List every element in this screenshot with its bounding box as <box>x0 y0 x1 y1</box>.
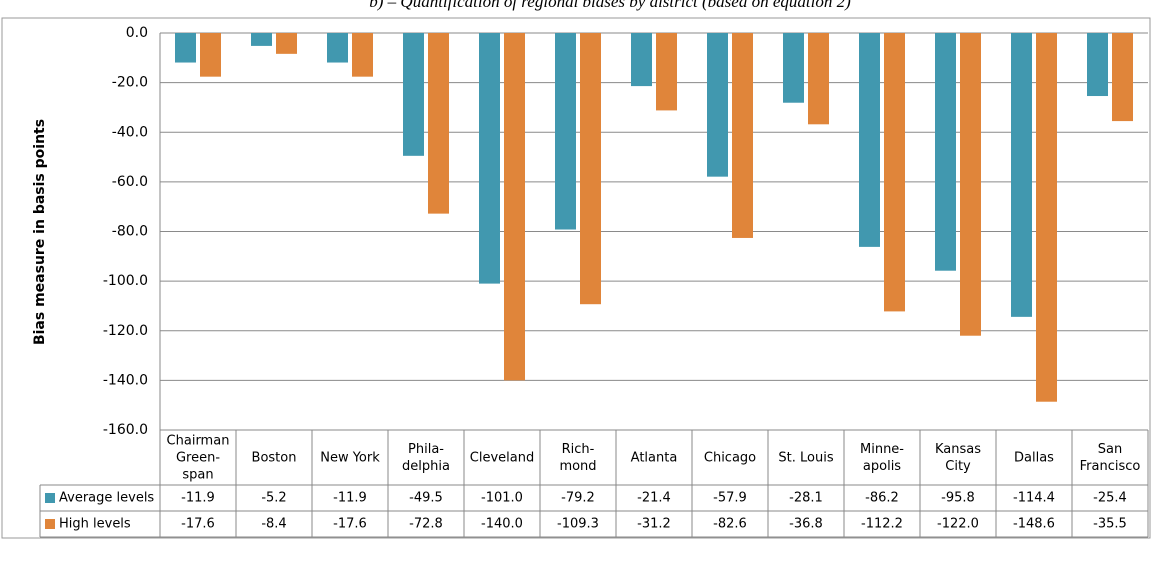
data-label: -140.0 <box>481 517 523 532</box>
y-tick-label: -80.0 <box>112 224 148 240</box>
bar <box>327 33 348 63</box>
x-tick-label: Dallas <box>1014 450 1054 465</box>
data-label: -11.9 <box>181 491 215 506</box>
x-tick-label: Rich-mond <box>559 442 596 474</box>
bar <box>884 33 905 312</box>
data-label: -17.6 <box>333 517 367 532</box>
data-label: -57.9 <box>713 491 747 506</box>
bar <box>428 33 449 214</box>
bar <box>808 33 829 125</box>
bar <box>656 33 677 111</box>
legend-label: Average levels <box>59 491 154 506</box>
x-tick-label: Chairman Green-span <box>167 433 230 482</box>
data-label: -31.2 <box>637 517 671 532</box>
bar <box>251 33 272 46</box>
data-label: -86.2 <box>865 491 899 506</box>
y-tick-label: 0.0 <box>126 25 148 41</box>
bar <box>1036 33 1057 402</box>
data-label: -28.1 <box>789 491 823 506</box>
data-label: -101.0 <box>481 491 523 506</box>
chart-frame <box>1 17 1151 539</box>
x-tick-label: San Francisco <box>1080 442 1141 474</box>
x-tick-label: Chicago <box>704 450 756 465</box>
x-tick-label: Minne-apolis <box>860 442 904 474</box>
bar <box>479 33 500 284</box>
y-tick-label: -20.0 <box>112 75 148 91</box>
data-label: -112.2 <box>861 517 903 532</box>
y-tick-label: -60.0 <box>112 174 148 190</box>
data-label: -148.6 <box>1013 517 1055 532</box>
data-label: -82.6 <box>713 517 747 532</box>
x-tick-label: St. Louis <box>778 450 833 465</box>
legend-label: High levels <box>59 517 131 532</box>
bar <box>1011 33 1032 317</box>
x-tick-label: Phila-delphia <box>402 442 450 474</box>
y-tick-label: -120.0 <box>103 323 148 339</box>
data-label: -79.2 <box>561 491 595 506</box>
x-tick-label: Atlanta <box>631 450 678 465</box>
bar <box>580 33 601 305</box>
data-label: -35.5 <box>1093 517 1127 532</box>
x-tick-label: Boston <box>252 450 297 465</box>
chart-title: b) – Quantification of regional biases b… <box>369 0 851 11</box>
bar <box>1112 33 1133 122</box>
data-label: -11.9 <box>333 491 367 506</box>
data-label: -21.4 <box>637 491 671 506</box>
data-label: -36.8 <box>789 517 823 532</box>
legend-swatch <box>45 519 55 529</box>
y-tick-label: -140.0 <box>103 372 148 388</box>
x-tick-label: Kansas City <box>935 442 981 474</box>
data-label: -114.4 <box>1013 491 1055 506</box>
bar <box>504 33 525 381</box>
bar <box>276 33 297 54</box>
y-tick-label: -100.0 <box>103 273 148 289</box>
data-label: -122.0 <box>937 517 979 532</box>
bar <box>783 33 804 103</box>
data-label: -109.3 <box>557 517 599 532</box>
x-tick-label: Cleveland <box>470 450 534 465</box>
bar <box>175 33 196 63</box>
bar <box>1087 33 1108 97</box>
data-label: -17.6 <box>181 517 215 532</box>
y-axis-label: Bias measure in basis points <box>32 119 48 345</box>
bar <box>707 33 728 177</box>
data-label: -72.8 <box>409 517 443 532</box>
bar <box>403 33 424 156</box>
bar <box>555 33 576 230</box>
bar <box>935 33 956 271</box>
data-label: -49.5 <box>409 491 443 506</box>
y-tick-label: -160.0 <box>103 422 148 438</box>
bar <box>859 33 880 247</box>
data-label: -25.4 <box>1093 491 1127 506</box>
bar <box>732 33 753 238</box>
bar <box>960 33 981 336</box>
x-tick-label: New York <box>320 450 380 465</box>
y-tick-label: -40.0 <box>112 124 148 140</box>
data-label: -8.4 <box>261 517 286 532</box>
data-label: -5.2 <box>261 491 286 506</box>
bar <box>352 33 373 77</box>
bar <box>631 33 652 87</box>
legend-swatch <box>45 493 55 503</box>
data-label: -95.8 <box>941 491 975 506</box>
bar <box>200 33 221 77</box>
